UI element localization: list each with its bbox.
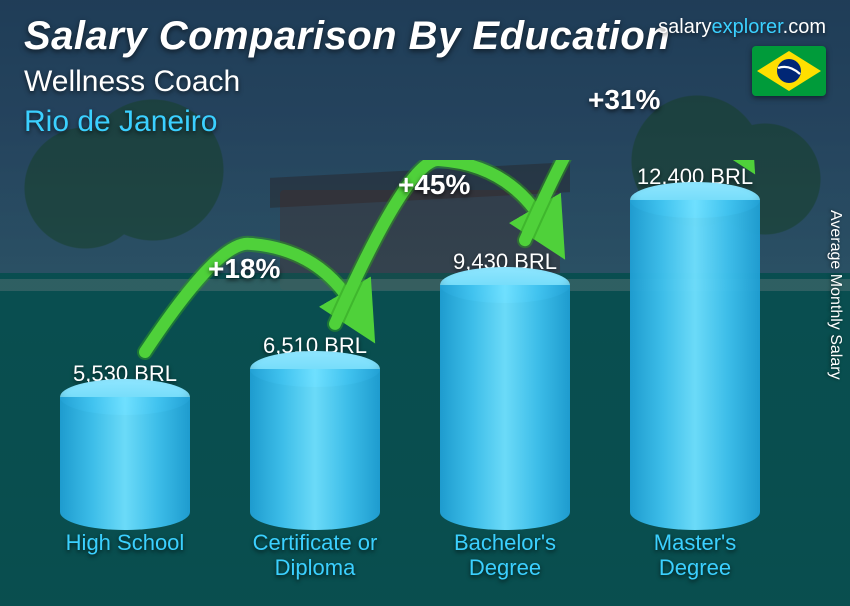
bar-label: Certificate orDiploma	[230, 530, 400, 586]
increase-pct: +18%	[208, 253, 280, 285]
bar-chart: 5,530 BRL 6,510 BRL 9,430 BRL 12,400 BRL Hi…	[30, 160, 790, 586]
bar-body	[440, 285, 570, 530]
location: Rio de Janeiro	[24, 105, 826, 139]
bar-body	[250, 369, 380, 530]
bar-body	[630, 200, 760, 530]
y-axis-label: Average Monthly Salary	[826, 210, 844, 380]
bar-label: High School	[40, 530, 210, 586]
bar-3: 12,400 BRL	[620, 164, 770, 530]
brand-prefix: salary	[658, 16, 711, 38]
brand-link[interactable]: salaryexplorer.com	[658, 16, 826, 39]
brand-suffix: .com	[783, 16, 826, 38]
bar-cylinder	[630, 200, 760, 530]
bar-0: 5,530 BRL	[50, 361, 200, 530]
brand-accent: explorer	[712, 16, 783, 38]
subtitle: Wellness Coach	[24, 65, 826, 99]
infographic-canvas: Salary Comparison By Education Wellness …	[0, 0, 850, 606]
bar-1: 6,510 BRL	[240, 333, 390, 530]
bar-cylinder	[250, 369, 380, 530]
bar-body	[60, 397, 190, 530]
bar-2: 9,430 BRL	[430, 249, 580, 530]
bar-cylinder	[440, 285, 570, 530]
bar-cylinder	[60, 397, 190, 530]
increase-pct: +31%	[588, 84, 660, 116]
bar-label: Master'sDegree	[610, 530, 780, 586]
flag-brazil-icon	[752, 46, 826, 96]
increase-pct: +45%	[398, 169, 470, 201]
labels-container: High School Certificate orDiploma Bachelor…	[30, 530, 790, 586]
bars-container: 5,530 BRL 6,510 BRL 9,430 BRL 12,400 BRL	[30, 160, 790, 530]
bar-label: Bachelor'sDegree	[420, 530, 590, 586]
